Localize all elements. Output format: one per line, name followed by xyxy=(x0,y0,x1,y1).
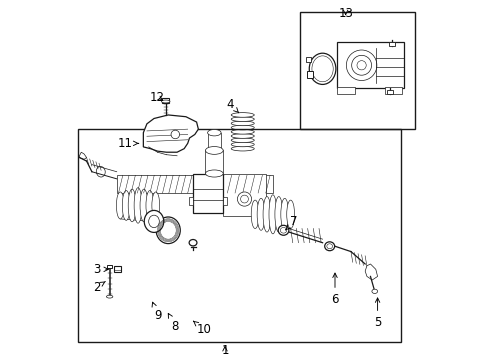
Ellipse shape xyxy=(231,117,254,121)
Ellipse shape xyxy=(205,147,223,154)
Bar xyxy=(106,265,112,268)
Ellipse shape xyxy=(145,190,153,220)
Circle shape xyxy=(351,55,371,75)
Ellipse shape xyxy=(152,192,160,219)
Ellipse shape xyxy=(278,225,288,235)
Ellipse shape xyxy=(134,188,142,223)
Circle shape xyxy=(346,50,376,81)
Text: 4: 4 xyxy=(226,98,238,113)
Ellipse shape xyxy=(231,134,254,138)
Ellipse shape xyxy=(156,217,180,244)
Bar xyxy=(305,57,310,62)
Ellipse shape xyxy=(286,200,294,229)
Bar xyxy=(117,175,194,193)
Ellipse shape xyxy=(231,142,254,147)
Ellipse shape xyxy=(96,166,105,177)
Text: 8: 8 xyxy=(168,314,179,333)
Bar xyxy=(223,197,226,206)
Bar xyxy=(386,90,392,94)
Ellipse shape xyxy=(280,228,286,233)
Bar xyxy=(78,129,400,342)
Text: 6: 6 xyxy=(330,273,338,306)
Ellipse shape xyxy=(263,197,270,232)
Ellipse shape xyxy=(274,197,282,232)
Ellipse shape xyxy=(268,195,276,234)
Bar xyxy=(223,174,265,216)
Polygon shape xyxy=(365,264,377,280)
Bar xyxy=(205,150,223,174)
Ellipse shape xyxy=(161,100,170,103)
Ellipse shape xyxy=(231,147,254,151)
Ellipse shape xyxy=(231,125,254,130)
Polygon shape xyxy=(80,152,86,159)
Ellipse shape xyxy=(231,130,254,134)
Ellipse shape xyxy=(280,198,288,230)
Bar xyxy=(384,86,402,94)
Ellipse shape xyxy=(371,289,377,293)
Bar xyxy=(193,174,223,212)
Ellipse shape xyxy=(189,239,197,246)
Ellipse shape xyxy=(140,189,147,222)
Bar xyxy=(189,197,193,206)
Ellipse shape xyxy=(231,113,254,117)
Ellipse shape xyxy=(106,295,113,298)
Bar xyxy=(194,175,272,193)
Bar xyxy=(162,98,169,103)
Text: 5: 5 xyxy=(373,298,381,329)
Ellipse shape xyxy=(308,53,335,85)
Text: 2: 2 xyxy=(93,280,105,293)
Ellipse shape xyxy=(324,242,334,251)
Bar xyxy=(299,12,414,129)
Ellipse shape xyxy=(122,190,130,220)
Bar xyxy=(388,42,394,46)
Ellipse shape xyxy=(240,195,248,203)
Ellipse shape xyxy=(231,121,254,126)
Ellipse shape xyxy=(326,244,332,249)
Bar xyxy=(207,133,220,150)
Bar xyxy=(114,266,121,272)
Circle shape xyxy=(356,60,366,70)
Ellipse shape xyxy=(128,189,136,222)
Ellipse shape xyxy=(311,56,332,82)
Ellipse shape xyxy=(205,170,223,177)
Bar xyxy=(306,71,312,78)
Ellipse shape xyxy=(116,192,124,219)
Bar xyxy=(336,42,404,88)
Text: 13: 13 xyxy=(338,7,352,20)
Text: 7: 7 xyxy=(285,215,297,230)
Text: 1: 1 xyxy=(221,345,228,357)
Ellipse shape xyxy=(207,130,221,136)
Polygon shape xyxy=(143,115,198,152)
Ellipse shape xyxy=(148,215,159,228)
Ellipse shape xyxy=(144,210,163,233)
Ellipse shape xyxy=(231,138,254,143)
Text: 9: 9 xyxy=(152,302,161,322)
Ellipse shape xyxy=(251,200,259,229)
Text: 12: 12 xyxy=(150,91,165,104)
Circle shape xyxy=(171,130,179,139)
Text: 11: 11 xyxy=(118,137,139,150)
Bar xyxy=(336,86,354,94)
Ellipse shape xyxy=(257,198,264,230)
Ellipse shape xyxy=(237,192,251,206)
Text: 10: 10 xyxy=(193,321,211,336)
Text: 3: 3 xyxy=(93,263,108,276)
